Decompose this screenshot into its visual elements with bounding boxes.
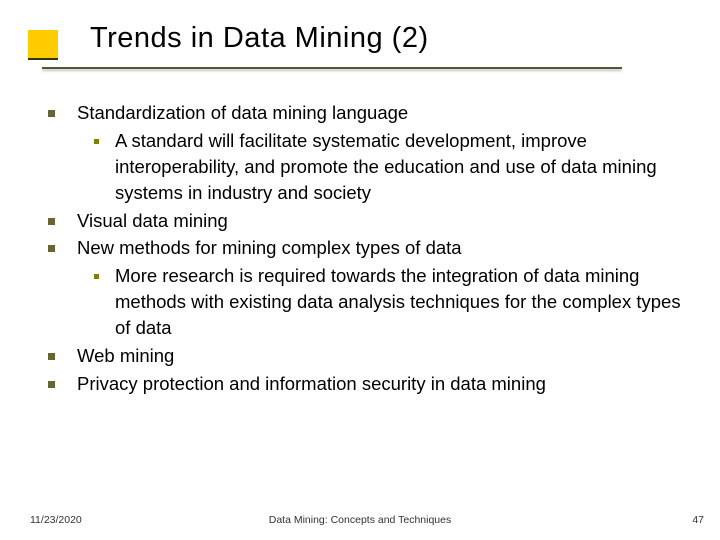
- title-container: Trends in Data Mining (2): [90, 22, 690, 69]
- sub-bullet-item: A standard will facilitate systematic de…: [94, 128, 690, 206]
- bullet-text: Visual data mining: [77, 208, 690, 234]
- bullet-item: New methods for mining complex types of …: [48, 235, 690, 261]
- bullet-marker-icon: [48, 245, 55, 252]
- bullet-text: Privacy protection and information secur…: [77, 371, 690, 397]
- sub-bullet-item: More research is required towards the in…: [94, 263, 690, 341]
- bullet-marker-icon: [48, 110, 55, 117]
- sub-bullet-marker-icon: [94, 139, 99, 144]
- slide-title: Trends in Data Mining (2): [90, 22, 690, 55]
- bullet-text: Web mining: [77, 343, 690, 369]
- bullet-item: Web mining: [48, 343, 690, 369]
- title-accent-box: [28, 30, 58, 60]
- sub-bullet-text: A standard will facilitate systematic de…: [115, 128, 690, 206]
- sub-bullet-text: More research is required towards the in…: [115, 263, 690, 341]
- bullet-item: Standardization of data mining language: [48, 100, 690, 126]
- sub-bullet-marker-icon: [94, 274, 99, 279]
- title-underline: [42, 67, 622, 69]
- bullet-item: Visual data mining: [48, 208, 690, 234]
- bullet-marker-icon: [48, 218, 55, 225]
- content-area: Standardization of data mining language …: [48, 100, 690, 399]
- bullet-item: Privacy protection and information secur…: [48, 371, 690, 397]
- footer-date: 11/23/2020: [30, 514, 82, 526]
- bullet-text: New methods for mining complex types of …: [77, 235, 690, 261]
- bullet-text: Standardization of data mining language: [77, 100, 690, 126]
- footer-page-number: 47: [692, 514, 704, 526]
- slide-footer: 11/23/2020 Data Mining: Concepts and Tec…: [0, 514, 720, 526]
- footer-title: Data Mining: Concepts and Techniques: [0, 514, 720, 526]
- bullet-marker-icon: [48, 353, 55, 360]
- bullet-marker-icon: [48, 381, 55, 388]
